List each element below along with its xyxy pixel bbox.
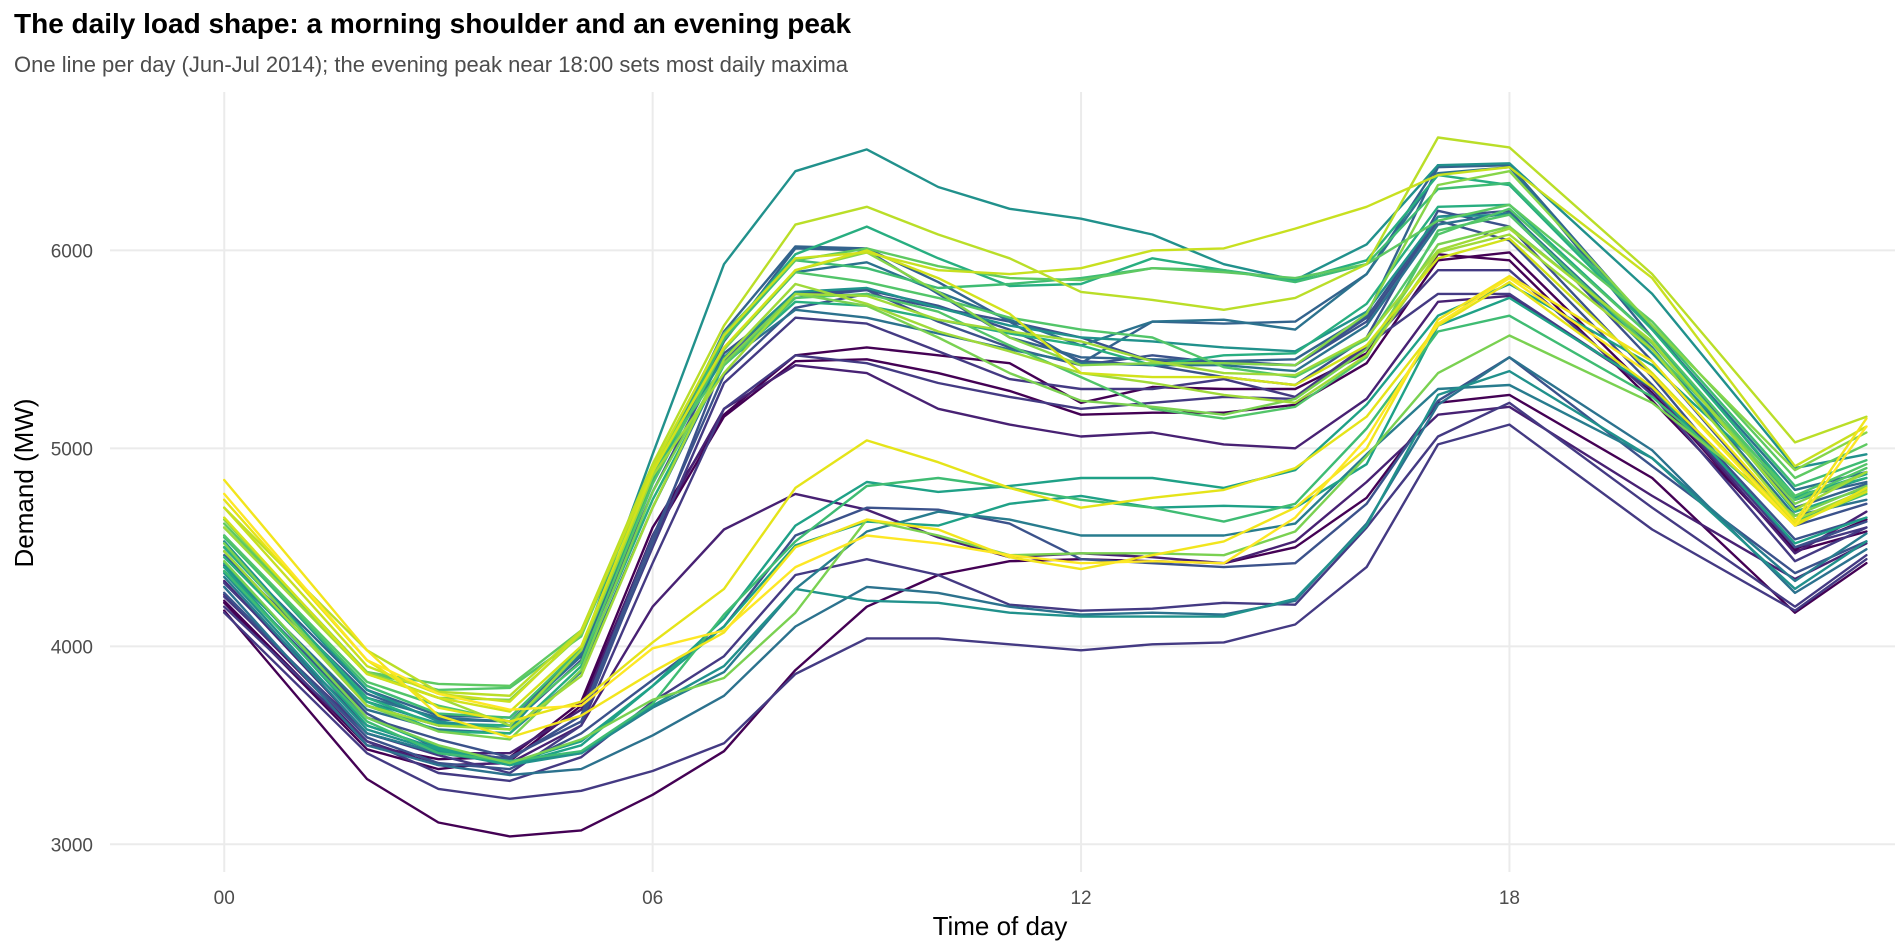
series-lines (222, 136, 1868, 838)
x-tick-label: 00 (214, 888, 235, 909)
y-tick-label: 5000 (51, 439, 93, 460)
series-line (222, 383, 1868, 765)
series-line (222, 219, 1868, 761)
series-line (222, 251, 1868, 771)
series-line (222, 274, 1868, 739)
x-axis-title: Time of day (933, 911, 1068, 941)
series-line (222, 227, 1868, 727)
x-axis-ticks: 00 06 12 18 (214, 888, 1520, 909)
series-line (222, 296, 1868, 767)
x-tick-label: 12 (1070, 888, 1091, 909)
series-line (222, 173, 1868, 727)
chart-title: The daily load shape: a morning shoulder… (14, 8, 852, 39)
series-line (222, 233, 1868, 731)
series-line (222, 213, 1868, 692)
series-line (222, 280, 1868, 723)
series-line (222, 356, 1868, 777)
series-line (222, 225, 1868, 741)
y-tick-label: 4000 (51, 637, 93, 658)
y-tick-label: 6000 (51, 241, 93, 262)
series-line (222, 203, 1868, 688)
series-line (222, 369, 1868, 767)
series-line (222, 423, 1868, 800)
series-line (222, 163, 1868, 723)
series-line (222, 393, 1868, 838)
y-tick-label: 3000 (51, 835, 93, 856)
chart-subtitle: One line per day (Jun-Jul 2014); the eve… (14, 52, 849, 77)
y-axis-title: Demand (MW) (9, 398, 39, 567)
grid-lines (110, 92, 1895, 872)
series-line (222, 237, 1868, 713)
series-line (222, 181, 1868, 719)
y-axis-ticks: 3000 4000 5000 6000 (51, 241, 93, 856)
x-tick-label: 18 (1499, 888, 1520, 909)
series-line (222, 165, 1868, 703)
series-line (222, 276, 1868, 711)
series-line (222, 209, 1868, 759)
series-line (222, 136, 1868, 697)
x-tick-label: 06 (642, 888, 663, 909)
